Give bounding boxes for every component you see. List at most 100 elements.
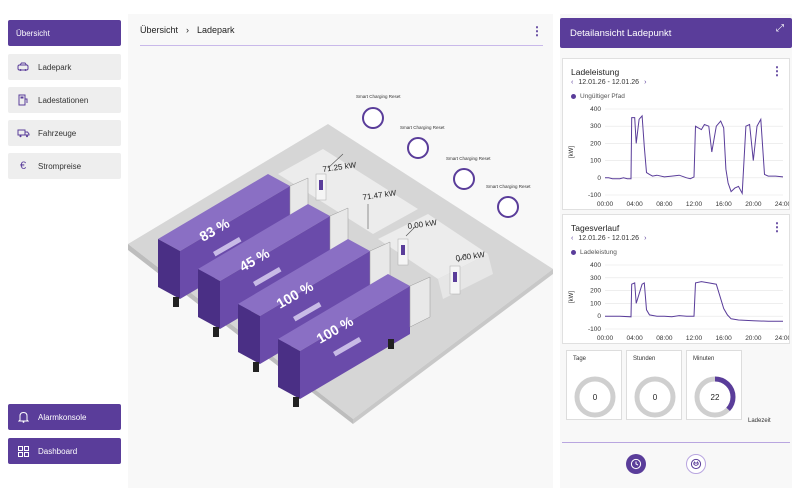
clock-icon	[630, 458, 642, 470]
chevron-right-icon[interactable]: ›	[644, 235, 647, 242]
sidebar-item-label: Ladepark	[38, 62, 72, 72]
truck-top	[198, 204, 330, 281]
more-menu-icon[interactable]: ⋮	[771, 64, 783, 78]
sidebar-item-ladepark[interactable]: Ladepark	[8, 54, 121, 80]
smart-charging-reset-button[interactable]: Smart Charging Reset	[400, 125, 445, 159]
y-tick-label: 400	[590, 262, 601, 269]
x-tick-label: 16:00	[716, 335, 733, 342]
divider	[562, 442, 790, 443]
y-tick-label: -100	[588, 192, 601, 199]
minutes-progress-arc	[694, 376, 736, 418]
detail-title: Detailansicht Ladepunkt	[570, 27, 672, 39]
date-range: 12.01.26 - 12.01.26	[578, 235, 640, 242]
legend-label: Ladeleistung	[580, 249, 617, 256]
charger-post[interactable]	[315, 173, 327, 201]
sidebar: Übersicht Ladepark Ladestationen Fahrzeu…	[8, 20, 121, 468]
more-menu-icon[interactable]: ⋮	[531, 24, 543, 38]
time-label: Stunden	[633, 356, 656, 362]
power-label: 0.00 kW	[407, 218, 438, 231]
date-range-selector: ‹ 12.01.26 - 12.01.26 ›	[571, 235, 646, 242]
time-label: Minuten	[693, 356, 715, 362]
breadcrumb-current: Ladepark	[197, 25, 235, 35]
x-tick-label: 00:00	[597, 335, 614, 342]
ground-edge-right	[353, 269, 553, 424]
chart-legend: Ladeleistung	[571, 249, 617, 256]
smart-charging-reset-button[interactable]: Smart Charging Reset	[356, 94, 401, 129]
sidebar-item-overview[interactable]: Übersicht	[8, 20, 121, 46]
time-box-minutes: Minuten 22	[686, 350, 742, 420]
detail-panel: Detailansicht Ladepunkt ⤢ Ladeleistung ⋮…	[560, 14, 792, 488]
truck-icon	[16, 126, 30, 140]
truck-side	[198, 269, 220, 329]
sidebar-item-alarmkonsole[interactable]: Alarmkonsole	[8, 404, 121, 430]
reset-label: Smart Charging Reset	[356, 94, 401, 99]
detail-header: Detailansicht Ladepunkt	[560, 18, 792, 48]
chart-title: Tagesverlauf	[571, 223, 620, 233]
x-tick-label: 04:00	[627, 335, 644, 342]
legend-dot	[571, 250, 576, 255]
more-menu-icon[interactable]: ⋮	[771, 220, 783, 234]
x-tick-label: 12:00	[686, 335, 703, 342]
series-line	[605, 114, 784, 196]
ev-car-icon	[16, 60, 30, 74]
x-tick-label: 08:00	[656, 201, 673, 208]
x-tick-label: 04:00	[627, 201, 644, 208]
bell-icon	[16, 410, 30, 424]
charging-time-panel: Tage 0 Stunden 0 Minuten 22 Ladezeit	[562, 348, 790, 432]
truck-top	[238, 239, 370, 316]
truck[interactable]: 100 %	[278, 274, 431, 407]
plug-button[interactable]	[686, 454, 706, 474]
legend-label: Ungültiger Pfad	[580, 93, 625, 100]
euro-icon: €	[19, 160, 27, 172]
y-axis-label: [kW]	[569, 146, 575, 158]
leader-line	[327, 153, 344, 169]
sidebar-item-fahrzeuge[interactable]: Fahrzeuge	[8, 120, 121, 146]
line-chart: [kW] 400 300 200 100 0 -100 00:00 04:00 08:00 12:0…	[569, 106, 789, 208]
y-tick-label: 300	[590, 123, 601, 130]
breadcrumb-root[interactable]: Übersicht	[140, 25, 179, 35]
y-tick-label: 200	[590, 140, 601, 147]
chevron-right-icon[interactable]: ›	[644, 79, 647, 86]
truck-top	[158, 174, 290, 251]
y-tick-label: 400	[590, 106, 601, 113]
history-button[interactable]	[626, 454, 646, 474]
charger-post[interactable]	[449, 265, 461, 295]
legend-dot	[571, 94, 576, 99]
chevron-left-icon[interactable]: ‹	[571, 235, 574, 242]
power-label: 0.00 kW	[455, 250, 486, 263]
y-tick-label: 0	[597, 313, 601, 320]
y-tick-label: 100	[590, 158, 601, 165]
reset-label: Smart Charging Reset	[400, 125, 445, 130]
sidebar-item-label: Ladestationen	[38, 95, 89, 105]
x-tick-label: 08:00	[656, 335, 673, 342]
sidebar-item-strompreise[interactable]: € Strompreise	[8, 153, 121, 179]
truck-side	[238, 304, 260, 364]
x-tick-label: 24:00	[775, 335, 789, 342]
sidebar-item-dashboard[interactable]: Dashboard	[8, 438, 121, 464]
x-tick-label: 20:00	[745, 335, 762, 342]
smart-charging-reset-button[interactable]: Smart Charging Reset	[446, 156, 491, 190]
truck-side	[278, 339, 300, 399]
parking-pad	[278, 149, 418, 234]
main-panel: Übersicht › Ladepark ⋮ 71.	[128, 14, 553, 488]
leader-line	[405, 225, 417, 237]
charging-time-label: Ladezeit	[748, 418, 771, 424]
date-range: 12.01.26 - 12.01.26	[578, 79, 640, 86]
y-tick-label: 300	[590, 275, 601, 282]
expand-icon[interactable]: ⤢	[776, 23, 784, 34]
chart-card-tagesverlauf: Tagesverlauf ⋮ ‹ 12.01.26 - 12.01.26 › L…	[562, 214, 790, 344]
chart-legend: Ungültiger Pfad	[571, 93, 625, 100]
sidebar-item-ladestationen[interactable]: Ladestationen	[8, 87, 121, 113]
series-line	[605, 281, 783, 322]
date-range-selector: ‹ 12.01.26 - 12.01.26 ›	[571, 79, 646, 86]
x-tick-label: 00:00	[597, 201, 614, 208]
parking-pad	[378, 214, 488, 279]
sidebar-item-label: Fahrzeuge	[38, 128, 77, 138]
chevron-left-icon[interactable]: ‹	[571, 79, 574, 86]
smart-charging-reset-button[interactable]: Smart Charging Reset	[486, 184, 531, 218]
sidebar-item-label: Strompreise	[38, 161, 82, 171]
charger-post[interactable]	[397, 238, 409, 266]
sidebar-item-label: Alarmkonsole	[38, 412, 87, 422]
truck-top	[278, 274, 410, 351]
y-tick-label: 0	[597, 175, 601, 182]
